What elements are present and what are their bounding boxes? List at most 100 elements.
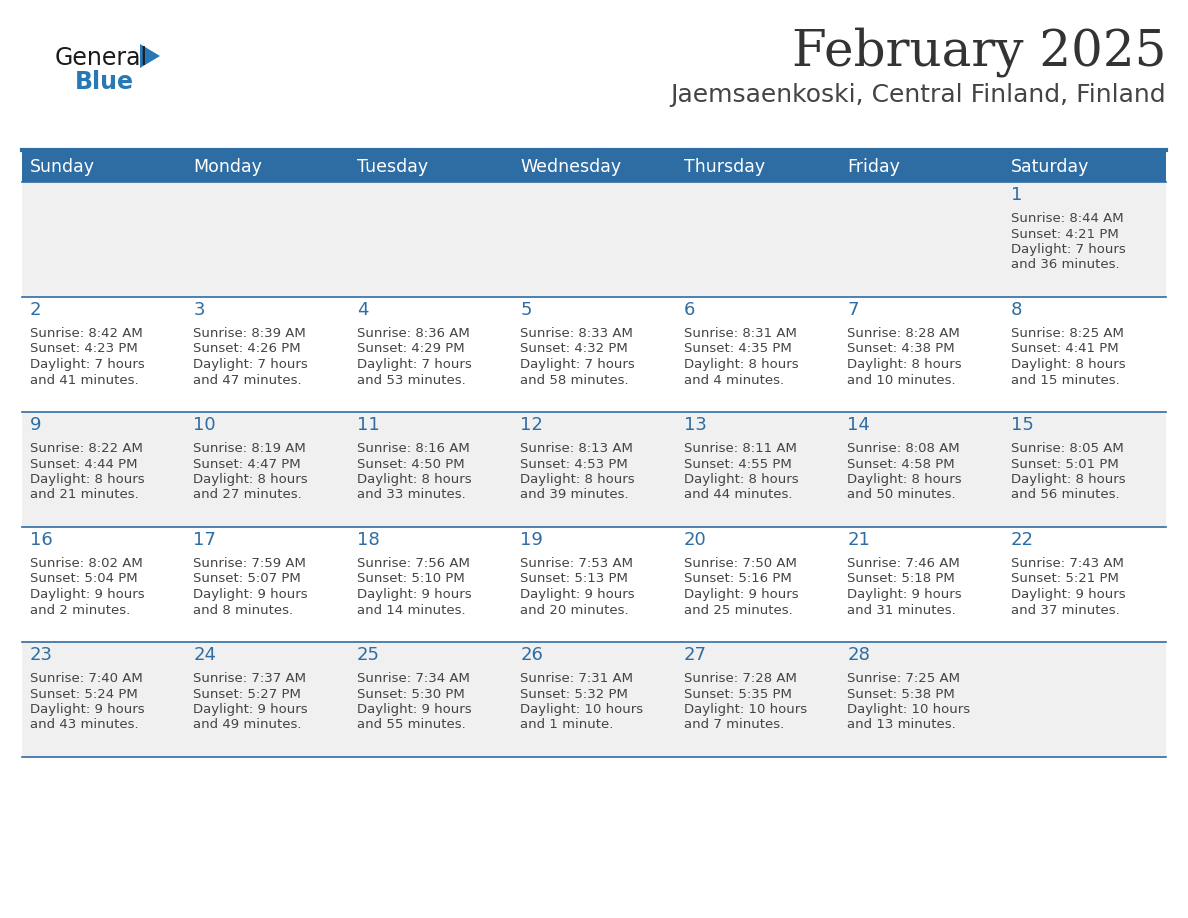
Text: and 20 minutes.: and 20 minutes.: [520, 603, 628, 617]
Text: Sunrise: 8:36 AM: Sunrise: 8:36 AM: [356, 327, 469, 340]
Text: Sunset: 5:13 PM: Sunset: 5:13 PM: [520, 573, 628, 586]
Text: and 1 minute.: and 1 minute.: [520, 719, 614, 732]
Bar: [839, 152, 1003, 182]
Text: Daylight: 10 hours: Daylight: 10 hours: [684, 703, 807, 716]
Text: and 39 minutes.: and 39 minutes.: [520, 488, 628, 501]
Text: 21: 21: [847, 531, 870, 549]
Text: Sunset: 5:07 PM: Sunset: 5:07 PM: [194, 573, 302, 586]
Text: Sunrise: 8:16 AM: Sunrise: 8:16 AM: [356, 442, 469, 455]
Text: Sunset: 5:04 PM: Sunset: 5:04 PM: [30, 573, 138, 586]
Text: Daylight: 8 hours: Daylight: 8 hours: [520, 473, 634, 486]
Text: 20: 20: [684, 531, 707, 549]
Text: Sunrise: 7:53 AM: Sunrise: 7:53 AM: [520, 557, 633, 570]
Text: Sunset: 4:53 PM: Sunset: 4:53 PM: [520, 457, 628, 471]
Text: and 2 minutes.: and 2 minutes.: [30, 603, 131, 617]
Bar: [23, 412, 1165, 527]
Text: 24: 24: [194, 646, 216, 664]
Text: and 56 minutes.: and 56 minutes.: [1011, 488, 1119, 501]
Text: Daylight: 9 hours: Daylight: 9 hours: [30, 588, 145, 601]
Text: Daylight: 8 hours: Daylight: 8 hours: [847, 473, 962, 486]
Text: and 27 minutes.: and 27 minutes.: [194, 488, 302, 501]
Text: and 21 minutes.: and 21 minutes.: [30, 488, 139, 501]
Text: 1: 1: [1011, 186, 1022, 204]
Text: Sunrise: 8:13 AM: Sunrise: 8:13 AM: [520, 442, 633, 455]
Text: Sunset: 4:47 PM: Sunset: 4:47 PM: [194, 457, 301, 471]
Text: Sunset: 5:21 PM: Sunset: 5:21 PM: [1011, 573, 1118, 586]
Text: 22: 22: [1011, 531, 1034, 549]
Text: and 13 minutes.: and 13 minutes.: [847, 719, 956, 732]
Text: Daylight: 8 hours: Daylight: 8 hours: [1011, 358, 1125, 371]
Text: Sunrise: 8:05 AM: Sunrise: 8:05 AM: [1011, 442, 1124, 455]
Text: and 33 minutes.: and 33 minutes.: [356, 488, 466, 501]
Text: Sunrise: 8:08 AM: Sunrise: 8:08 AM: [847, 442, 960, 455]
Text: Daylight: 9 hours: Daylight: 9 hours: [1011, 588, 1125, 601]
Text: Sunset: 4:32 PM: Sunset: 4:32 PM: [520, 342, 628, 355]
Text: Sunrise: 7:34 AM: Sunrise: 7:34 AM: [356, 672, 469, 685]
Text: Daylight: 8 hours: Daylight: 8 hours: [1011, 473, 1125, 486]
Text: Sunset: 5:24 PM: Sunset: 5:24 PM: [30, 688, 138, 700]
Text: Sunrise: 8:11 AM: Sunrise: 8:11 AM: [684, 442, 797, 455]
Text: 4: 4: [356, 301, 368, 319]
Text: 14: 14: [847, 416, 870, 434]
Text: Daylight: 9 hours: Daylight: 9 hours: [356, 703, 472, 716]
Text: Daylight: 9 hours: Daylight: 9 hours: [356, 588, 472, 601]
Text: 13: 13: [684, 416, 707, 434]
Text: and 58 minutes.: and 58 minutes.: [520, 374, 628, 386]
Polygon shape: [140, 44, 160, 68]
Text: February 2025: February 2025: [791, 27, 1165, 77]
Text: Daylight: 7 hours: Daylight: 7 hours: [520, 358, 636, 371]
Text: and 8 minutes.: and 8 minutes.: [194, 603, 293, 617]
Bar: [23, 642, 1165, 757]
Text: 9: 9: [30, 416, 42, 434]
Bar: [23, 297, 1165, 412]
Text: Sunrise: 7:56 AM: Sunrise: 7:56 AM: [356, 557, 469, 570]
Text: 23: 23: [30, 646, 53, 664]
Text: Daylight: 7 hours: Daylight: 7 hours: [356, 358, 472, 371]
Text: Sunrise: 8:31 AM: Sunrise: 8:31 AM: [684, 327, 797, 340]
Text: and 53 minutes.: and 53 minutes.: [356, 374, 466, 386]
Text: Sunset: 4:21 PM: Sunset: 4:21 PM: [1011, 228, 1118, 241]
Text: and 15 minutes.: and 15 minutes.: [1011, 374, 1119, 386]
Text: Sunset: 4:58 PM: Sunset: 4:58 PM: [847, 457, 955, 471]
Text: Daylight: 10 hours: Daylight: 10 hours: [847, 703, 971, 716]
Text: Sunrise: 8:02 AM: Sunrise: 8:02 AM: [30, 557, 143, 570]
Text: Sunrise: 8:22 AM: Sunrise: 8:22 AM: [30, 442, 143, 455]
Text: and 37 minutes.: and 37 minutes.: [1011, 603, 1119, 617]
Text: 19: 19: [520, 531, 543, 549]
Text: 8: 8: [1011, 301, 1022, 319]
Text: Sunset: 4:38 PM: Sunset: 4:38 PM: [847, 342, 955, 355]
Text: Daylight: 9 hours: Daylight: 9 hours: [684, 588, 798, 601]
Text: Sunset: 4:23 PM: Sunset: 4:23 PM: [30, 342, 138, 355]
Text: and 55 minutes.: and 55 minutes.: [356, 719, 466, 732]
Text: Sunset: 5:16 PM: Sunset: 5:16 PM: [684, 573, 791, 586]
Text: Saturday: Saturday: [1011, 158, 1089, 176]
Text: Sunrise: 8:19 AM: Sunrise: 8:19 AM: [194, 442, 307, 455]
Text: 3: 3: [194, 301, 204, 319]
Text: Daylight: 8 hours: Daylight: 8 hours: [356, 473, 472, 486]
Text: and 25 minutes.: and 25 minutes.: [684, 603, 792, 617]
Text: Jaemsaenkoski, Central Finland, Finland: Jaemsaenkoski, Central Finland, Finland: [670, 83, 1165, 107]
Text: Sunday: Sunday: [30, 158, 95, 176]
Text: Daylight: 8 hours: Daylight: 8 hours: [684, 358, 798, 371]
Text: 10: 10: [194, 416, 216, 434]
Text: Tuesday: Tuesday: [356, 158, 428, 176]
Text: 15: 15: [1011, 416, 1034, 434]
Text: Daylight: 9 hours: Daylight: 9 hours: [30, 703, 145, 716]
Text: and 31 minutes.: and 31 minutes.: [847, 603, 956, 617]
Text: General: General: [55, 46, 148, 70]
Text: Sunset: 5:01 PM: Sunset: 5:01 PM: [1011, 457, 1118, 471]
Text: 28: 28: [847, 646, 870, 664]
Text: Daylight: 8 hours: Daylight: 8 hours: [847, 358, 962, 371]
Bar: [676, 152, 839, 182]
Text: and 7 minutes.: and 7 minutes.: [684, 719, 784, 732]
Text: 11: 11: [356, 416, 380, 434]
Text: 16: 16: [30, 531, 52, 549]
Text: Daylight: 9 hours: Daylight: 9 hours: [194, 703, 308, 716]
Text: Sunset: 5:35 PM: Sunset: 5:35 PM: [684, 688, 791, 700]
Text: Sunrise: 8:28 AM: Sunrise: 8:28 AM: [847, 327, 960, 340]
Text: Sunrise: 7:46 AM: Sunrise: 7:46 AM: [847, 557, 960, 570]
Text: Sunset: 5:38 PM: Sunset: 5:38 PM: [847, 688, 955, 700]
Text: and 4 minutes.: and 4 minutes.: [684, 374, 784, 386]
Text: Sunset: 4:26 PM: Sunset: 4:26 PM: [194, 342, 301, 355]
Text: Sunrise: 7:40 AM: Sunrise: 7:40 AM: [30, 672, 143, 685]
